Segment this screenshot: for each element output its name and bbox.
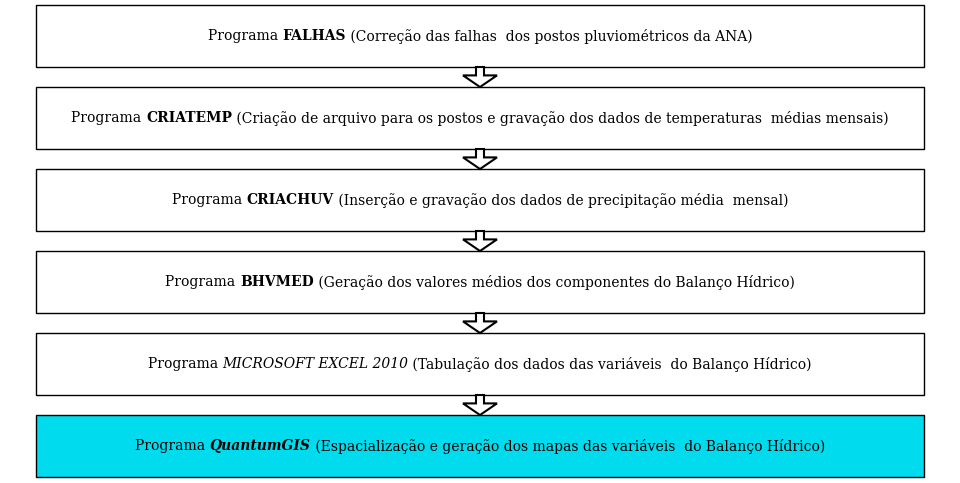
Text: FALHAS: FALHAS — [282, 29, 346, 43]
Text: (Inserção e gravação dos dados de precipitação média  mensal): (Inserção e gravação dos dados de precip… — [333, 193, 788, 208]
Text: Programa: Programa — [135, 439, 209, 453]
Bar — [36, 333, 924, 395]
Bar — [36, 5, 924, 67]
Text: QuantumGIS: QuantumGIS — [209, 439, 311, 453]
Text: (Tabulação dos dados das variáveis  do Balanço Hídrico): (Tabulação dos dados das variáveis do Ba… — [409, 356, 812, 371]
Text: (Geração dos valores médios dos componentes do Balanço Hídrico): (Geração dos valores médios dos componen… — [314, 274, 795, 289]
Text: CRIACHUV: CRIACHUV — [247, 193, 333, 207]
Bar — [36, 87, 924, 149]
Text: CRIATEMP: CRIATEMP — [146, 111, 232, 125]
Text: BHVMED: BHVMED — [240, 275, 314, 289]
Polygon shape — [463, 149, 497, 169]
Text: MICROSOFT EXCEL 2010: MICROSOFT EXCEL 2010 — [223, 357, 409, 371]
Text: (Espacialização e geração dos mapas das variáveis  do Balanço Hídrico): (Espacialização e geração dos mapas das … — [311, 439, 825, 454]
Polygon shape — [463, 67, 497, 87]
Polygon shape — [463, 231, 497, 251]
Polygon shape — [463, 395, 497, 415]
Text: (Criação de arquivo para os postos e gravação dos dados de temperaturas  médias : (Criação de arquivo para os postos e gra… — [232, 111, 889, 126]
Bar — [36, 415, 924, 477]
Text: Programa: Programa — [172, 193, 247, 207]
Text: (Correção das falhas  dos postos pluviométricos da ANA): (Correção das falhas dos postos pluviomé… — [346, 28, 753, 43]
Bar — [36, 169, 924, 231]
Bar — [36, 251, 924, 313]
Text: Programa: Programa — [71, 111, 146, 125]
Text: Programa: Programa — [165, 275, 240, 289]
Text: Programa: Programa — [207, 29, 282, 43]
Polygon shape — [463, 313, 497, 333]
Text: Programa: Programa — [148, 357, 223, 371]
